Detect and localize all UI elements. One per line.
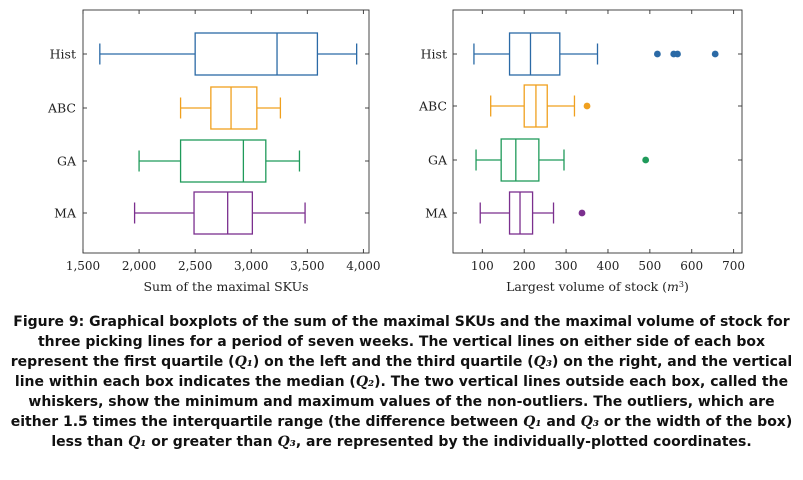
x-tick-label: 2,000	[122, 259, 156, 273]
plot-frame	[452, 9, 743, 254]
y-category-label: GA	[428, 153, 448, 168]
x-tick-label: 700	[722, 259, 745, 273]
outlier-point	[583, 102, 591, 110]
y-category-label: ABC	[47, 101, 76, 116]
box-iqr	[508, 191, 534, 235]
y-category-label: MA	[425, 206, 448, 221]
x-tick-label: 300	[555, 259, 578, 273]
x-tick-label: 4,000	[346, 259, 380, 273]
figure-caption: Figure 9: Graphical boxplots of the sum …	[10, 314, 793, 450]
y-category-label: ABC	[418, 99, 447, 114]
y-category-label: Hist	[421, 47, 447, 62]
y-category-label: MA	[54, 206, 77, 221]
box-iqr	[500, 138, 540, 182]
box-iqr	[508, 32, 561, 76]
chart-sum-maximal-skus: 1,500 2,000 2,500 3,000 3,500 4,000 Sum of the…	[47, 9, 381, 294]
outlier-point	[578, 209, 586, 217]
x-tick-label: 3,000	[234, 259, 268, 273]
x-tick-label: 3,500	[290, 259, 324, 273]
caption-quartile-symbol: Q₃	[277, 434, 296, 450]
y-category-label: GA	[57, 154, 77, 169]
x-tick-label: 200	[513, 259, 536, 273]
outlier-point	[653, 50, 661, 58]
caption-quartile-symbol: Q₃	[533, 354, 552, 370]
caption-quartile-symbol: Q₁	[128, 434, 147, 450]
caption-quartile-symbol: Q₁	[234, 354, 253, 370]
outlier-point	[674, 50, 681, 58]
x-tick-label: 100	[471, 259, 494, 273]
x-tick-label: 400	[597, 259, 620, 273]
box-iqr	[179, 139, 267, 183]
outlier-point	[642, 156, 650, 164]
caption-quartile-symbol: Q₁	[523, 414, 542, 430]
box-iqr	[194, 32, 319, 76]
x-tick-label: 500	[638, 259, 661, 273]
x-tick-label: 2,500	[178, 259, 212, 273]
box-iqr	[210, 86, 258, 130]
caption-quartile-symbol: Q₂	[355, 374, 375, 390]
caption-quartile-symbol: Q₃	[580, 414, 599, 430]
plot-frame	[82, 9, 370, 254]
figure: 1,500 2,000 2,500 3,000 3,500 4,000 Sum of the…	[47, 9, 745, 294]
chart-largest-volume-stock: 100 200 300 400 500 600 700 Largest volume of s…	[418, 9, 745, 294]
x-tick-label: 600	[680, 259, 703, 273]
y-category-label: Hist	[50, 47, 76, 62]
x-tick-label: 1,500	[66, 259, 100, 273]
x-axis-label: Sum of the maximal SKUs	[143, 279, 308, 294]
outlier-point	[711, 50, 719, 58]
box-iqr	[193, 191, 254, 235]
x-axis-label: Largest volume of stock (m3)	[506, 279, 689, 294]
